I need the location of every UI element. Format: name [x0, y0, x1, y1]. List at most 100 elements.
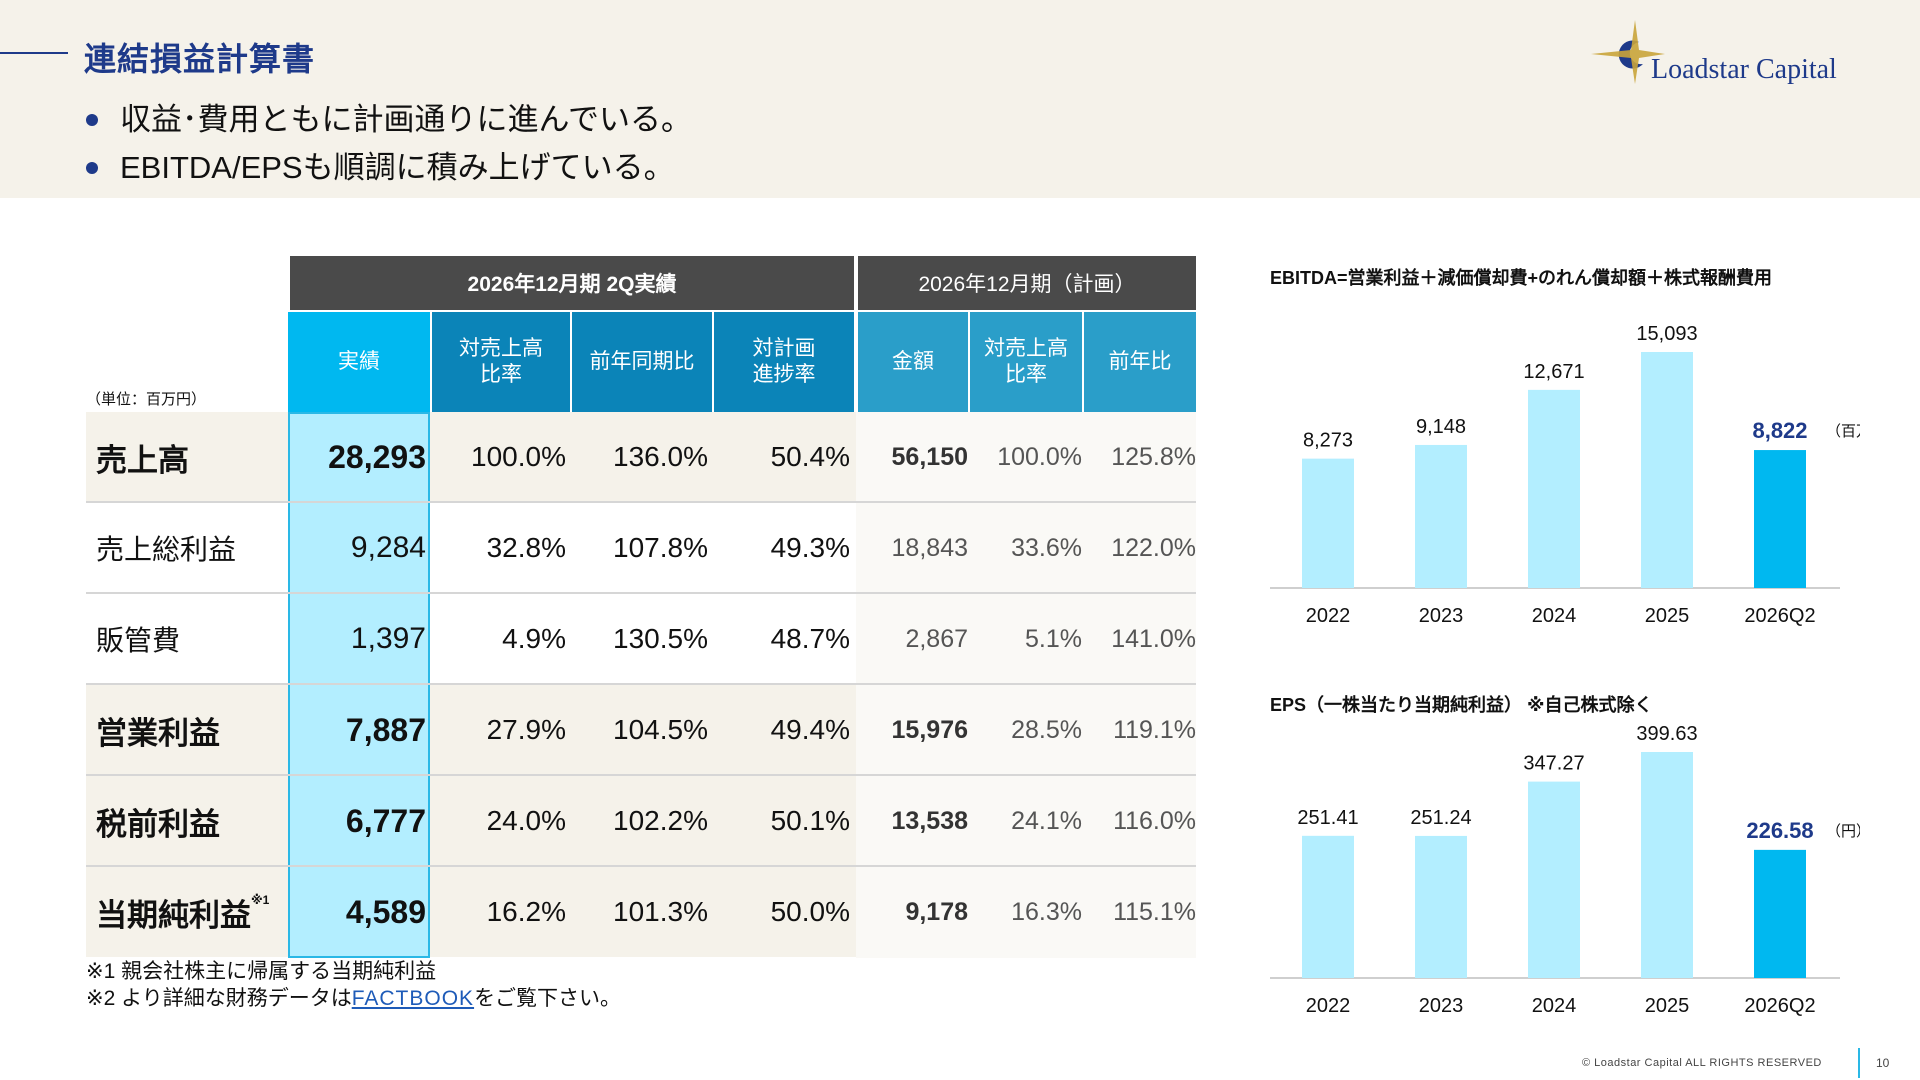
row-label-text: 売上高 — [96, 442, 189, 478]
group-header-plan: 2026年12月期（計画） — [858, 256, 1196, 310]
data-label: 8,822 — [1752, 418, 1807, 443]
factbook-link[interactable]: FACTBOOK — [351, 987, 475, 1010]
bar-2022 — [1302, 458, 1354, 588]
col-header-plan-ratio: 対売上高 比率 — [970, 312, 1082, 412]
ebitda-chart-title: EBITDA=営業利益＋減価償却費+のれん償却額＋株式報酬費用 — [1270, 268, 1773, 288]
unit-label: （単位：百万円） — [86, 391, 207, 408]
bar-2023 — [1415, 835, 1467, 978]
bar-2025 — [1641, 752, 1693, 978]
group-header-actual: 2026年12月期 2Q実績 — [290, 256, 854, 310]
bullet-item: 収益･費用ともに計画通りに進んでいる。 — [84, 96, 692, 144]
cell-progress: 49.3% — [770, 532, 850, 563]
x-tick-label: 2024 — [1532, 995, 1577, 1017]
row-separator — [86, 683, 1196, 685]
cell-ratio: 100.0% — [471, 441, 566, 472]
cell-plan-ratio: 100.0% — [997, 442, 1082, 471]
cell-ratio: 16.2% — [486, 896, 566, 927]
cell-plan-ratio: 16.3% — [1011, 897, 1082, 926]
cell-plan-ratio: 5.1% — [1025, 624, 1082, 653]
cell-yoy: 101.3% — [613, 896, 708, 927]
row-label: 売上総利益 — [96, 503, 236, 593]
row-label: 営業利益 — [96, 685, 220, 775]
cell-ratio: 24.0% — [486, 805, 566, 836]
data-label: 8,273 — [1303, 430, 1353, 452]
footnote-marker: ※1 — [251, 893, 270, 907]
bullet-item: EBITDA/EPSも順調に積み上げている。 — [84, 144, 692, 192]
x-tick-label: 2023 — [1419, 995, 1464, 1017]
cell-progress: 50.0% — [770, 896, 850, 927]
cell-plan-amount: 56,150 — [891, 442, 968, 471]
footnote-1: ※1 親会社株主に帰属する当期純利益 — [86, 960, 437, 983]
cell-plan-amount: 15,976 — [891, 715, 968, 744]
cell-ratio: 32.8% — [486, 532, 566, 563]
cell-plan-yoy: 116.0% — [1113, 806, 1196, 835]
row-label: 販管費 — [96, 594, 180, 684]
cell-yoy: 107.8% — [613, 532, 708, 563]
unit-label: （円） — [1826, 823, 1860, 840]
cell-actual: 6,777 — [345, 802, 426, 839]
col-header-yoy: 前年同期比 — [572, 312, 712, 412]
data-label: 347.27 — [1523, 753, 1584, 775]
col-header-actual: 実績 — [288, 312, 430, 412]
cell-plan-amount: 18,843 — [891, 533, 968, 562]
eps-chart-title: EPS（一株当たり当期純利益） ※自己株式除く — [1270, 695, 1653, 715]
company-logo: Loadstar Capital — [1585, 12, 1905, 92]
ebitda-chart: 8,273 2022 9,148 2023 12,671 2024 15,093 2025 8,… — [1270, 323, 1860, 627]
x-tick-label: 2026Q2 — [1744, 995, 1815, 1017]
bar-2025 — [1641, 352, 1693, 588]
x-tick-label: 2025 — [1645, 995, 1690, 1017]
data-label: 12,671 — [1523, 361, 1584, 383]
bar-2024 — [1528, 389, 1580, 588]
x-tick-label: 2026Q2 — [1744, 605, 1815, 627]
cell-plan-yoy: 141.0% — [1111, 624, 1196, 653]
actual-column-highlight — [288, 412, 430, 958]
row-label-text: 販管費 — [96, 625, 181, 656]
col-header-ratio: 対売上高 比率 — [432, 312, 570, 412]
plan-column-bg — [856, 412, 1196, 958]
row-separator — [86, 501, 1196, 503]
cell-plan-yoy: 125.8% — [1111, 442, 1196, 471]
row-separator — [86, 774, 1196, 776]
row-separator — [86, 865, 1196, 867]
logo-text: Loadstar Capital — [1651, 54, 1837, 85]
cell-yoy: 130.5% — [613, 623, 708, 654]
bar-2026Q2 — [1754, 849, 1806, 978]
footnotes: ※1 親会社株主に帰属する当期純利益 ※2 より詳細な財務データはFACTBOO… — [86, 958, 621, 1012]
x-tick-label: 2025 — [1645, 605, 1690, 627]
row-label-text: 当期純利益 — [96, 897, 251, 933]
cell-plan-amount: 13,538 — [891, 806, 968, 835]
bullet-dot-icon — [86, 162, 98, 174]
row-separator — [86, 592, 1196, 594]
cell-yoy: 136.0% — [613, 441, 708, 472]
cell-progress: 50.4% — [770, 441, 850, 472]
cell-actual: 1,397 — [350, 622, 426, 655]
data-label: 251.41 — [1297, 807, 1358, 829]
row-label-text: 営業利益 — [96, 715, 220, 751]
header-band: 連結損益計算書 収益･費用ともに計画通りに進んでいる。 EBITDA/EPSも順… — [0, 0, 1920, 198]
bullet-dot-icon — [86, 114, 98, 126]
copyright: © Loadstar Capital ALL RIGHTS RESERVED — [1582, 1057, 1822, 1069]
cell-progress: 48.7% — [770, 623, 850, 654]
cell-actual: 28,293 — [328, 438, 426, 475]
summary-bullets: 収益･費用ともに計画通りに進んでいる。 EBITDA/EPSも順調に積み上げてい… — [84, 96, 692, 192]
cell-plan-amount: 2,867 — [905, 624, 968, 653]
cell-plan-ratio: 33.6% — [1011, 533, 1082, 562]
cell-actual: 7,887 — [345, 711, 426, 748]
row-label: 税前利益 — [96, 776, 220, 866]
data-label: 15,093 — [1636, 323, 1697, 345]
x-tick-label: 2024 — [1532, 605, 1577, 627]
bar-2024 — [1528, 781, 1580, 978]
cell-plan-yoy: 115.1% — [1113, 897, 1196, 926]
cell-yoy: 104.5% — [613, 714, 708, 745]
cell-yoy: 102.2% — [613, 805, 708, 836]
x-tick-label: 2022 — [1306, 605, 1351, 627]
cell-progress: 50.1% — [770, 805, 850, 836]
row-label: 当期純利益 ※1 — [96, 867, 269, 957]
cell-plan-yoy: 119.1% — [1113, 715, 1196, 744]
bar-2023 — [1415, 444, 1467, 588]
footnote-2: ※2 より詳細な財務データはFACTBOOKをご覧下さい。 — [86, 987, 622, 1010]
cell-ratio: 27.9% — [486, 714, 566, 745]
cell-actual: 4,589 — [345, 893, 426, 930]
title-accent-line — [0, 52, 68, 54]
cell-plan-ratio: 28.5% — [1011, 715, 1082, 744]
